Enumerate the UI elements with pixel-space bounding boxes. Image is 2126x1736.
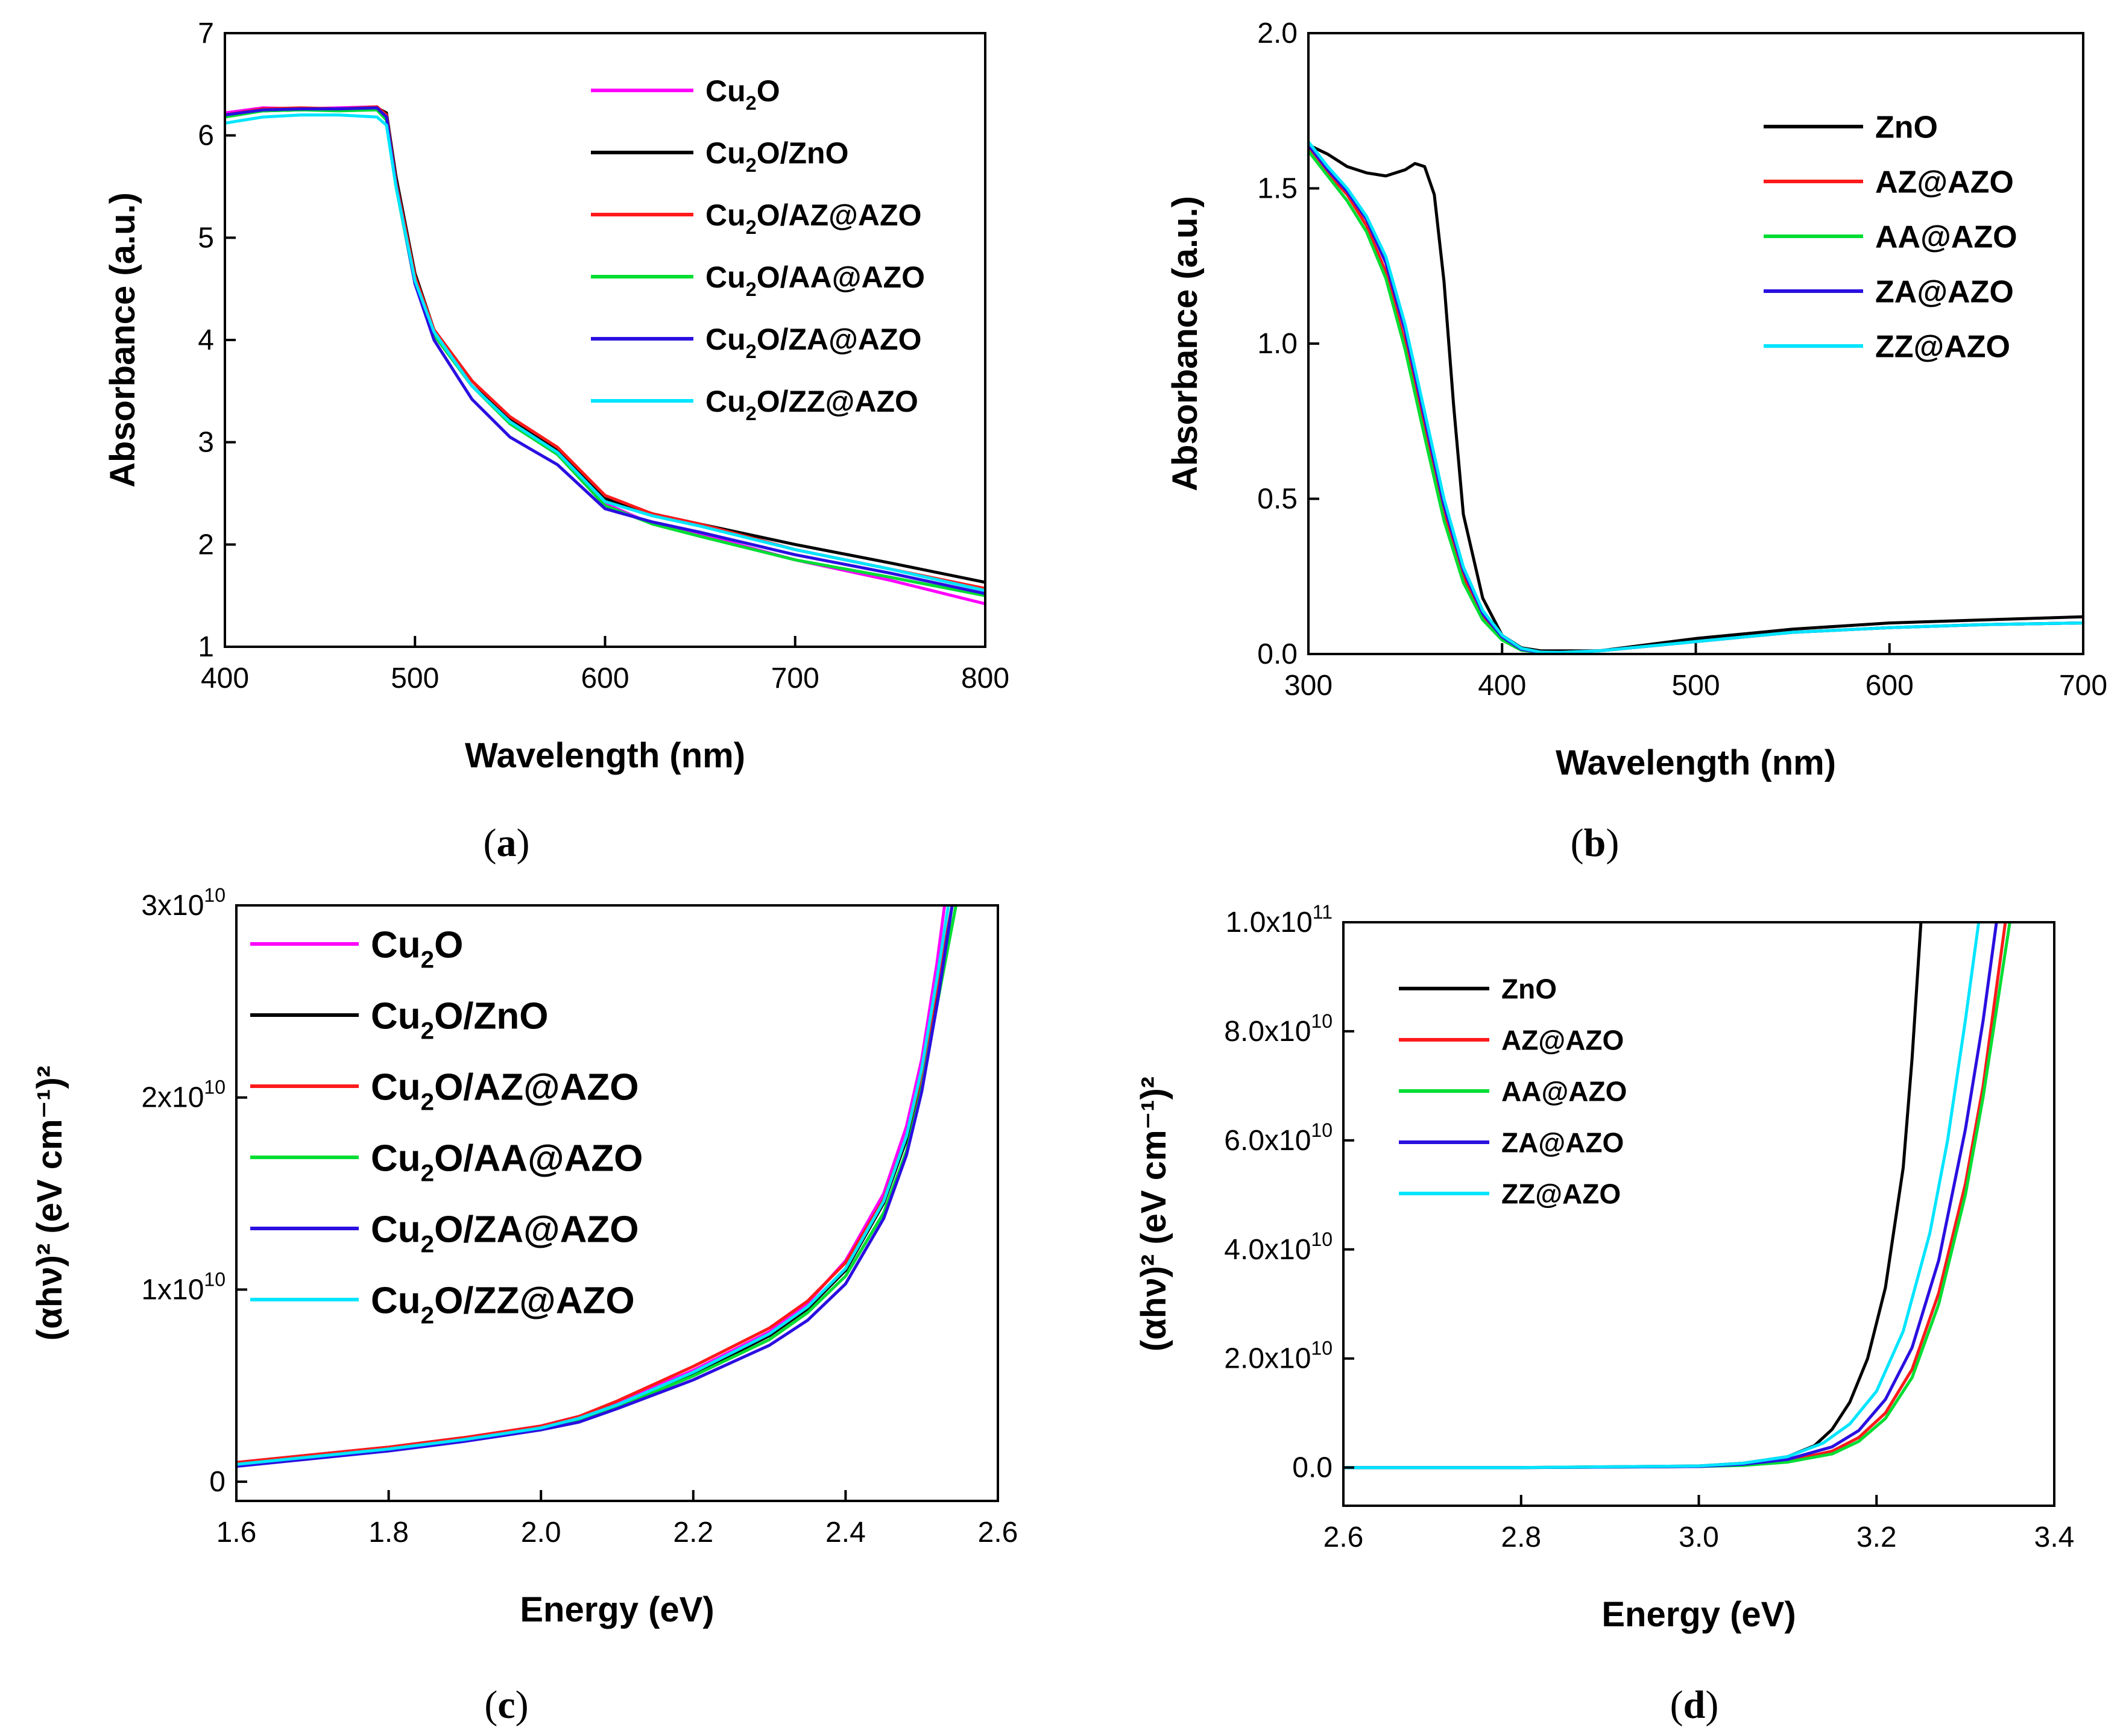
legend-label: Cu2O/ZA@AZO: [371, 1209, 639, 1257]
legend-label: AA@AZO: [1875, 220, 2017, 255]
series-line-a-4: [225, 106, 985, 596]
y-tick-label: 0.0: [1292, 1452, 1333, 1484]
y-tick-label: 1.5: [1257, 173, 1298, 205]
legend-label: ZA@AZO: [1501, 1127, 1624, 1159]
x-tick-label: 2.6: [978, 1517, 1018, 1549]
legend-label: ZnO: [1875, 110, 1938, 145]
series-lines: [1308, 140, 2083, 654]
legend-label: ZA@AZO: [1875, 275, 2014, 310]
x-tick-label: 2.4: [825, 1517, 866, 1549]
y-axis-label: (αhν)² (eV cm⁻¹)²: [1134, 1077, 1173, 1351]
x-tick-label: 300: [1284, 670, 1333, 702]
legend-label: Cu2O: [705, 74, 780, 114]
x-tick-label: 800: [961, 662, 1009, 694]
y-tick-label: 2.0x1010: [1224, 1338, 1333, 1375]
y-tick-label: 6: [198, 120, 214, 152]
legend-label: ZZ@AZO: [1875, 330, 2010, 365]
legend-label: Cu2O/AZ@AZO: [371, 1066, 639, 1115]
x-tick-label: 700: [2059, 670, 2107, 702]
legend: ZnO AZ@AZO AA@AZO ZA@AZO ZZ@AZO: [1399, 973, 1627, 1210]
legend-label: AZ@AZO: [1875, 165, 2014, 200]
series-line-c-4: [236, 905, 954, 1468]
y-tick-label: 0.5: [1257, 483, 1298, 515]
y-axis-label: (αhν)² (eV cm⁻¹)²: [30, 1066, 69, 1341]
x-tick-label: 700: [771, 662, 819, 694]
series-line-d-4: [1343, 922, 1981, 1470]
x-tick-label: 600: [1866, 670, 1914, 702]
y-tick-label: 1.0: [1257, 328, 1298, 360]
legend-label: AZ@AZO: [1501, 1025, 1624, 1056]
x-tick-label: 2.8: [1501, 1521, 1541, 1553]
legend-label: Cu2O/AA@AZO: [705, 260, 925, 300]
y-tick-label: 6.0x1010: [1224, 1119, 1333, 1157]
legend-label: AA@AZO: [1501, 1076, 1627, 1107]
panel-c: 1.6 1.8 2.0 2.2 2.4 2.6 0 1x1010 2x1010 3x1010 Ene…: [30, 884, 1018, 1727]
x-tick-label: 3.0: [1679, 1521, 1719, 1553]
series-line-a-5: [225, 113, 985, 593]
legend: Cu2O Cu2O/ZnO Cu2O/AZ@AZO Cu2O/AA@AZO Cu2O/Z…: [250, 924, 643, 1329]
legend-label: Cu2O/ZZ@AZO: [705, 385, 918, 424]
panel-b: 300 400 500 600 700 0.0 0.5 1.0 1.5 2.0 Wavelength…: [1166, 17, 2107, 865]
y-axis-label: Absorbance (a.u.): [103, 192, 142, 488]
x-tick-label: 400: [1478, 670, 1526, 702]
x-tick-label: 2.6: [1323, 1521, 1364, 1553]
x-tick-label: 3.4: [2034, 1521, 2075, 1553]
panel-caption: (d): [1670, 1683, 1719, 1727]
y-axis-label: Absorbance (a.u.): [1166, 196, 1205, 491]
legend-label: Cu2O/ZA@AZO: [705, 322, 921, 362]
x-tick-label: 1.8: [368, 1517, 409, 1549]
y-tick-label: 0.0: [1257, 638, 1298, 670]
panel-caption: (c): [484, 1683, 528, 1727]
x-tick-label: 400: [201, 662, 249, 694]
panel-d: 2.6 2.8 3.0 3.2 3.4 0.0 2.0x1010 4.0x1010 6.0x10…: [1134, 901, 2074, 1727]
legend-label: Cu2O/ZnO: [371, 995, 549, 1044]
y-tick-label: 8.0x1010: [1224, 1010, 1333, 1048]
x-axis-label: Wavelength (nm): [1556, 743, 1836, 782]
y-tick-label: 0: [209, 1466, 226, 1498]
legend-label: Cu2O/ZnO: [705, 136, 849, 176]
x-tick-label: 500: [1671, 670, 1720, 702]
series-line-b-0: [1308, 143, 2083, 653]
legend-label: Cu2O/AA@AZO: [371, 1137, 643, 1186]
series-lines: [236, 905, 957, 1468]
y-tick-label: 4.0x1010: [1224, 1228, 1333, 1266]
x-tick-label: 2.2: [673, 1517, 713, 1549]
y-tick-label: 5: [198, 222, 214, 254]
y-tick-label: 2: [198, 529, 214, 561]
y-tick-label: 2.0: [1257, 17, 1298, 49]
y-tick-label: 1: [198, 631, 214, 663]
x-axis-label: Energy (eV): [1601, 1595, 1796, 1634]
legend-label: ZnO: [1501, 973, 1557, 1005]
legend-label: Cu2O: [371, 924, 463, 973]
legend-label: ZZ@AZO: [1501, 1178, 1621, 1210]
series-lines: [225, 105, 985, 606]
panel-caption: (a): [484, 821, 530, 865]
panel-a: 400 500 600 700 800 1 2 3 4 5 6 7 Wavelength (nm) Abs…: [103, 17, 1009, 865]
legend: Cu2O Cu2O/ZnO Cu2O/AZ@AZO Cu2O/AA@AZO Cu2O/Z…: [591, 74, 925, 424]
x-axis-label: Energy (eV): [520, 1590, 714, 1629]
legend: ZnO AZ@AZO AA@AZO ZA@AZO ZZ@AZO: [1764, 110, 2017, 365]
series-lines: [1343, 922, 2011, 1470]
y-tick-label: 4: [198, 324, 214, 356]
y-tick-label: 1x1010: [141, 1268, 226, 1306]
panel-caption: (b): [1571, 821, 1620, 865]
x-tick-label: 600: [581, 662, 629, 694]
legend-label: Cu2O/ZZ@AZO: [371, 1280, 635, 1329]
x-tick-label: 500: [391, 662, 439, 694]
legend-label: Cu2O/AZ@AZO: [705, 198, 921, 238]
y-tick-label: 3x1010: [141, 884, 226, 922]
y-tick-label: 1.0x1011: [1226, 901, 1333, 939]
y-tick-label: 3: [198, 427, 214, 459]
y-tick-label: 7: [198, 17, 214, 49]
x-tick-label: 3.2: [1856, 1521, 1897, 1553]
x-axis-label: Wavelength (nm): [465, 736, 745, 775]
x-tick-label: 2.0: [521, 1517, 561, 1549]
series-line-c-5: [236, 905, 950, 1466]
plot-frame: [235, 904, 999, 1502]
x-tick-label: 1.6: [216, 1517, 257, 1549]
y-tick-label: 2x1010: [141, 1077, 226, 1114]
series-line-b-4: [1308, 140, 2083, 654]
